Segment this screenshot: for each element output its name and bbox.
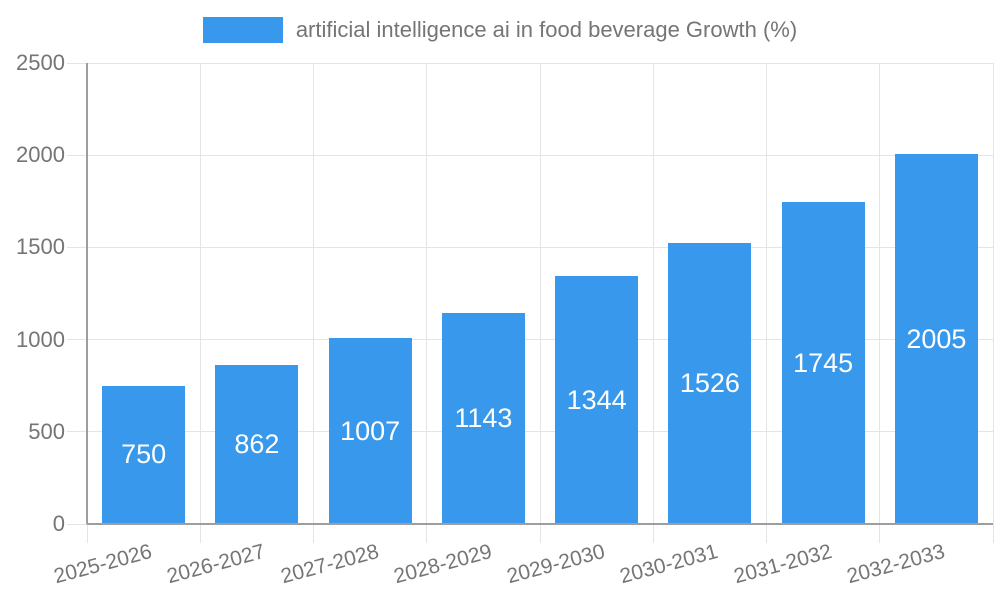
bar <box>894 154 978 524</box>
y-tick-label: 2000 <box>16 142 65 168</box>
x-gridline <box>199 63 201 543</box>
x-axis-label: 2027-2028 <box>278 540 382 589</box>
bar <box>102 385 186 524</box>
x-axis-label: 2025-2026 <box>51 540 155 589</box>
bar <box>781 202 865 524</box>
bar-value-label: 1526 <box>679 367 740 398</box>
x-axis-line <box>87 523 993 525</box>
bar <box>668 242 752 524</box>
y-gridline <box>67 431 993 433</box>
x-axis-label: 2030-2031 <box>617 540 721 589</box>
y-tick-label: 1000 <box>16 326 65 352</box>
y-tick-label: 1500 <box>16 234 65 260</box>
x-gridline <box>879 63 881 543</box>
x-gridline <box>313 63 314 543</box>
bar-value-label: 1143 <box>454 403 513 434</box>
x-gridline <box>992 63 994 543</box>
bar-value-label: 750 <box>121 439 167 470</box>
bar-value-label: 862 <box>234 429 280 460</box>
x-gridline <box>652 63 654 543</box>
bar <box>441 313 525 524</box>
x-axis-label: 2028-2029 <box>391 540 495 589</box>
bar <box>215 365 299 524</box>
x-axis-label: 2029-2030 <box>504 540 608 589</box>
chart-legend: artificial intelligence ai in food bever… <box>0 17 1000 43</box>
bar <box>328 338 412 524</box>
y-tick-label: 0 <box>52 511 65 536</box>
legend-swatch <box>202 17 283 43</box>
bar-value-label: 2005 <box>906 323 967 354</box>
x-axis-label: 2031-2032 <box>731 540 835 589</box>
y-axis-line <box>86 63 88 524</box>
bar-value-label: 1007 <box>340 415 401 446</box>
y-tick-label: 500 <box>28 418 65 444</box>
y-gridline <box>67 246 993 248</box>
y-gridline <box>67 339 993 341</box>
y-gridline <box>67 154 993 156</box>
x-axis-label: 2032-2033 <box>844 540 948 589</box>
x-gridline <box>766 63 767 543</box>
bar-value-label: 1344 <box>566 384 627 415</box>
x-axis-label: 2026-2027 <box>164 540 268 589</box>
y-gridline <box>67 62 993 64</box>
y-tick-label: 2500 <box>16 50 65 75</box>
x-gridline <box>539 63 541 543</box>
x-gridline <box>426 63 428 543</box>
bar-value-label: 1745 <box>793 347 854 378</box>
bar <box>555 276 639 524</box>
legend-label: artificial intelligence ai in food bever… <box>295 17 798 42</box>
